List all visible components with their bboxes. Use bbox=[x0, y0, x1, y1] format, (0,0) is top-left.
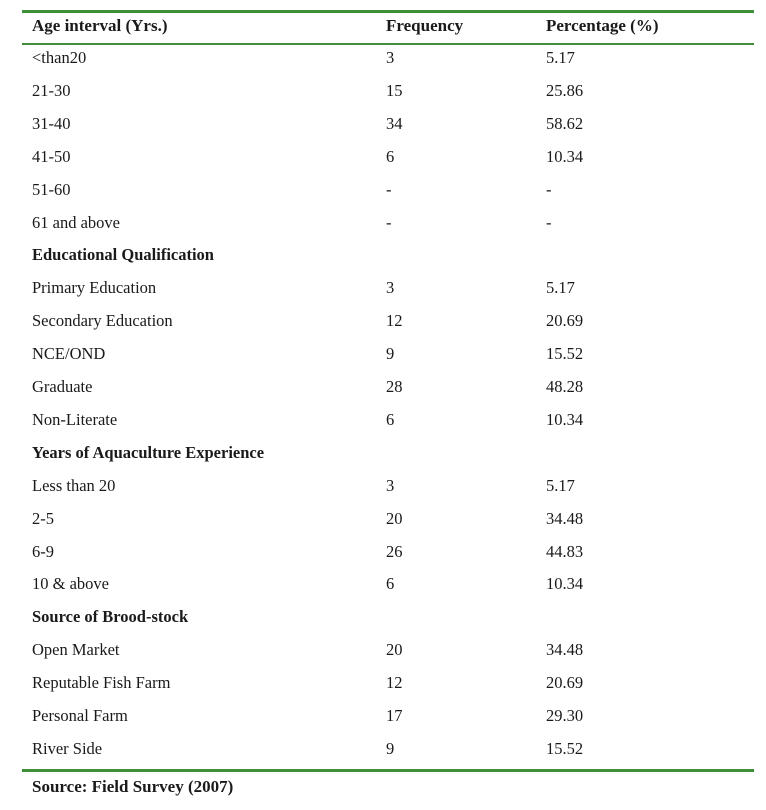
row-label: Non-Literate bbox=[32, 409, 118, 429]
percentage-cell: 25.86 bbox=[546, 80, 584, 100]
row-label: Reputable Fish Farm bbox=[32, 673, 171, 693]
percentage-cell: 20.69 bbox=[546, 673, 584, 693]
row-label: Personal Farm bbox=[32, 706, 128, 725]
frequency-cell: 28 bbox=[386, 377, 403, 396]
table-row: 21-30 15 25.86 bbox=[0, 80, 766, 116]
percentage-cell: 48.28 bbox=[546, 377, 584, 396]
row-label: <than20 bbox=[32, 48, 87, 67]
percentage-cell: 29.30 bbox=[546, 706, 584, 725]
frequency-cell: 6 bbox=[386, 146, 395, 166]
section-label: Years of Aquaculture Experience bbox=[32, 442, 265, 462]
table-row: River Side 9 15.52 bbox=[0, 738, 766, 774]
table-row: <than20 3 5.17 bbox=[0, 48, 766, 83]
table-row: 31-40 34 58.62 bbox=[0, 113, 766, 149]
frequency-cell: 3 bbox=[386, 475, 395, 495]
percentage-cell: 15.52 bbox=[546, 738, 584, 758]
table-row: Non-Literate 6 10.34 bbox=[0, 409, 766, 445]
section-header-row: Source of Brood-stock bbox=[0, 609, 766, 642]
frequency-cell: 20 bbox=[386, 508, 403, 528]
frequency-cell: 12 bbox=[386, 673, 403, 693]
row-label: NCE/OND bbox=[32, 344, 106, 364]
frequency-cell: - bbox=[386, 179, 392, 199]
percentage-cell: 34.48 bbox=[546, 508, 584, 528]
percentage-cell: 5.17 bbox=[546, 278, 575, 298]
table-row: 6-9 26 44.83 bbox=[0, 541, 766, 577]
percentage-cell: 44.83 bbox=[546, 541, 584, 561]
top-rule bbox=[22, 10, 754, 13]
table-row: 10 & above 6 10.34 bbox=[0, 576, 766, 609]
header-percentage: Percentage (%) bbox=[546, 16, 659, 35]
frequency-cell: 17 bbox=[386, 706, 403, 725]
frequency-cell: 3 bbox=[386, 278, 395, 298]
row-label: 10 & above bbox=[32, 574, 109, 594]
row-label: Open Market bbox=[32, 640, 120, 660]
row-label: 51-60 bbox=[32, 179, 71, 199]
table-row: 51-60 - - bbox=[0, 179, 766, 215]
percentage-cell: 34.48 bbox=[546, 640, 584, 660]
table-row: Reputable Fish Farm 12 20.69 bbox=[0, 675, 766, 708]
table-row: 41-50 6 10.34 bbox=[0, 146, 766, 182]
header-age-interval: Age interval (Yrs.) bbox=[32, 16, 168, 35]
row-label: 21-30 bbox=[32, 80, 71, 100]
percentage-cell: 58.62 bbox=[546, 113, 584, 133]
row-label: 41-50 bbox=[32, 146, 71, 166]
percentage-cell: 5.17 bbox=[546, 475, 575, 495]
section-label: Source of Brood-stock bbox=[32, 607, 189, 627]
row-label: 61 and above bbox=[32, 212, 120, 232]
header-rule bbox=[22, 43, 754, 45]
percentage-cell: 10.34 bbox=[546, 574, 584, 594]
table-row: 61 and above - - bbox=[0, 212, 766, 248]
percentage-cell: - bbox=[546, 212, 552, 232]
percentage-cell: 20.69 bbox=[546, 311, 584, 331]
frequency-cell: 26 bbox=[386, 541, 403, 561]
bottom-rule bbox=[22, 769, 754, 772]
table-row: Graduate 28 48.28 bbox=[0, 377, 766, 412]
table-row: Open Market 20 34.48 bbox=[0, 642, 766, 675]
frequency-cell: 3 bbox=[386, 48, 395, 67]
table-row: 2-5 20 34.48 bbox=[0, 508, 766, 544]
frequency-cell: 6 bbox=[386, 409, 395, 429]
row-label: Secondary Education bbox=[32, 311, 173, 331]
row-label: 31-40 bbox=[32, 113, 71, 133]
frequency-cell: 15 bbox=[386, 80, 403, 100]
header-frequency: Frequency bbox=[386, 16, 464, 35]
table-row: Personal Farm 17 29.30 bbox=[0, 706, 766, 741]
percentage-cell: - bbox=[546, 179, 552, 199]
row-label: Less than 20 bbox=[32, 475, 116, 495]
row-label: 2-5 bbox=[32, 508, 54, 528]
frequency-cell: 34 bbox=[386, 113, 403, 133]
percentage-cell: 10.34 bbox=[546, 146, 584, 166]
table-row: Less than 20 3 5.17 bbox=[0, 475, 766, 511]
frequency-cell: - bbox=[386, 212, 392, 232]
section-label: Educational Qualification bbox=[32, 245, 214, 265]
frequency-cell: 20 bbox=[386, 640, 403, 660]
section-header-row: Years of Aquaculture Experience bbox=[0, 442, 766, 478]
row-label: Graduate bbox=[32, 377, 93, 396]
frequency-cell: 9 bbox=[386, 344, 395, 364]
row-label: 6-9 bbox=[32, 541, 54, 561]
section-header-row: Educational Qualification bbox=[0, 247, 766, 280]
percentage-cell: 10.34 bbox=[546, 409, 584, 429]
frequency-cell: 12 bbox=[386, 311, 403, 331]
frequency-cell: 9 bbox=[386, 738, 395, 758]
percentage-cell: 15.52 bbox=[546, 344, 584, 364]
source-note: Source: Field Survey (2007) bbox=[32, 777, 234, 796]
table-row: Primary Education 3 5.17 bbox=[0, 280, 766, 313]
header-row: Age interval (Yrs.) Frequency Percentage… bbox=[0, 0, 766, 35]
table-row: Secondary Education 12 20.69 bbox=[0, 313, 766, 346]
frequency-cell: 6 bbox=[386, 574, 395, 594]
row-label: River Side bbox=[32, 738, 103, 758]
table-row: NCE/OND 9 15.52 bbox=[0, 346, 766, 379]
percentage-cell: 5.17 bbox=[546, 48, 575, 67]
row-label: Primary Education bbox=[32, 278, 157, 298]
